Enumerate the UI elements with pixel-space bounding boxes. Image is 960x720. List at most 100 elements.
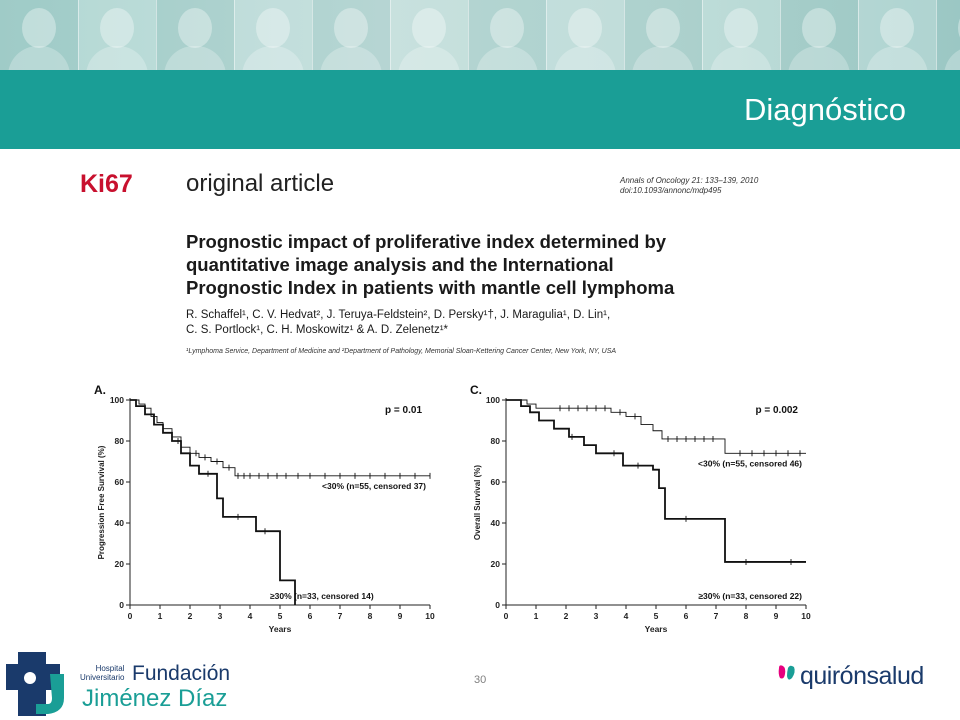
x-axis-label: Years [269,624,292,634]
fjd-hospital-text: Hospital Universitario [80,664,125,682]
y-tick-label: 0 [119,600,124,610]
photo-face-shape [802,8,836,48]
panel-label: A. [94,383,106,397]
x-tick-label: 0 [504,611,509,621]
series-label: ≥30% (n=33, censored 14) [270,591,374,601]
series-label: <30% (n=55, censored 46) [698,458,802,468]
photo-shoulders-shape [788,46,850,70]
x-tick-label: 10 [801,611,811,621]
x-tick-label: 8 [744,611,749,621]
authors-line: R. Schaffel¹, C. V. Hedvat², J. Teruya-F… [186,309,611,321]
photo-face-shape [646,8,680,48]
x-axis-label: Years [645,624,668,634]
header-band: Diagnóstico [0,70,960,149]
photo-face-shape [568,8,602,48]
x-tick-label: 3 [218,611,223,621]
article-excerpt: original article Annals of Oncology 21: … [186,170,886,370]
article-kicker: original article [186,170,335,197]
header-photo-tile [780,0,859,70]
header-photo-tile [468,0,547,70]
photo-shoulders-shape [320,46,382,70]
authors-line: C. S. Portlock¹, C. H. Moskowitz¹ & A. D… [186,324,449,336]
x-tick-label: 1 [158,611,163,621]
photo-face-shape [256,8,290,48]
photo-shoulders-shape [242,46,304,70]
journal-citation: Annals of Oncology 21: 133–139, 2010 doi… [620,176,758,196]
section-label: Ki67 [80,170,133,198]
header-photo-tile [156,0,235,70]
photo-shoulders-shape [8,46,70,70]
series-label: ≥30% (n=33, censored 22) [698,591,802,601]
article-title-line: Prognostic impact of proliferative index… [186,231,667,252]
photo-face-shape [334,8,368,48]
y-tick-label: 0 [495,600,500,610]
x-tick-label: 0 [128,611,133,621]
y-tick-label: 100 [486,395,500,405]
article-affiliation: ¹Lymphoma Service, Department of Medicin… [186,348,617,355]
x-tick-label: 2 [188,611,193,621]
y-axis-label: Progression Free Survival (%) [97,445,106,559]
photo-shoulders-shape [554,46,616,70]
p-value-label: p = 0.002 [755,405,798,416]
header-photo-tile [234,0,313,70]
slide-title: Diagnóstico [744,92,906,127]
y-tick-label: 80 [115,436,125,446]
photo-face-shape [412,8,446,48]
photo-face-shape [22,8,56,48]
article-title-line: Prognostic Index in patients with mantle… [186,277,675,298]
x-tick-label: 3 [594,611,599,621]
header-photo-strip [0,0,960,70]
x-tick-label: 8 [368,611,373,621]
panel-label: C. [470,383,482,397]
x-tick-label: 5 [278,611,283,621]
y-axis-label: Overall Survival (%) [473,465,482,540]
survival-curve-low-ki67 [506,399,806,454]
y-tick-label: 40 [115,518,125,528]
journal-line: Annals of Oncology 21: 133–139, 2010 [620,176,759,185]
x-tick-label: 6 [684,611,689,621]
header-photo-tile [78,0,157,70]
survival-curve-low-ki67 [130,399,430,477]
fjd-emblem-icon [6,652,64,716]
p-value-label: p = 0.01 [385,405,422,416]
survival-curve-high-ki67 [506,399,806,563]
y-tick-label: 60 [491,477,501,487]
photo-face-shape [724,8,758,48]
photo-shoulders-shape [632,46,694,70]
header-photo-tile [858,0,937,70]
survival-curve-high-ki67 [130,399,296,605]
photo-face-shape [490,8,524,48]
x-tick-label: 10 [425,611,435,621]
header-photo-tile [312,0,391,70]
article-title: Prognostic impact of proliferative index… [186,230,786,299]
photo-shoulders-shape [164,46,226,70]
photo-face-shape [880,8,914,48]
photo-face-shape [100,8,134,48]
header-photo-tile [0,0,79,70]
y-tick-label: 20 [491,559,501,569]
x-tick-label: 4 [624,611,629,621]
header-photo-tile [624,0,703,70]
series-label: <30% (n=55, censored 37) [322,481,426,491]
x-tick-label: 4 [248,611,253,621]
photo-shoulders-shape [86,46,148,70]
header-photo-tile [546,0,625,70]
x-tick-label: 1 [534,611,539,621]
photo-shoulders-shape [398,46,460,70]
article-title-line: quantitative image analysis and the Inte… [186,254,614,275]
y-tick-label: 100 [110,395,124,405]
header-photo-tile [936,0,960,70]
header-photo-tile [702,0,781,70]
y-tick-label: 80 [491,436,501,446]
x-tick-label: 9 [398,611,403,621]
photo-face-shape [958,8,960,48]
fundacion-jimenez-diaz-logo: Hospital Universitario Fundación Jiménez… [6,652,236,716]
header-photo-tile [390,0,469,70]
doi-line: doi:10.1093/annonc/mdp495 [620,186,722,195]
x-tick-label: 9 [774,611,779,621]
fjd-name-line1: Fundación [132,662,231,685]
km-chart-pfs: A.0 1 2 3 4 5 6 7 8 9 10020406080100YearsProgressi… [94,383,435,634]
y-tick-label: 60 [115,477,125,487]
x-tick-label: 2 [564,611,569,621]
